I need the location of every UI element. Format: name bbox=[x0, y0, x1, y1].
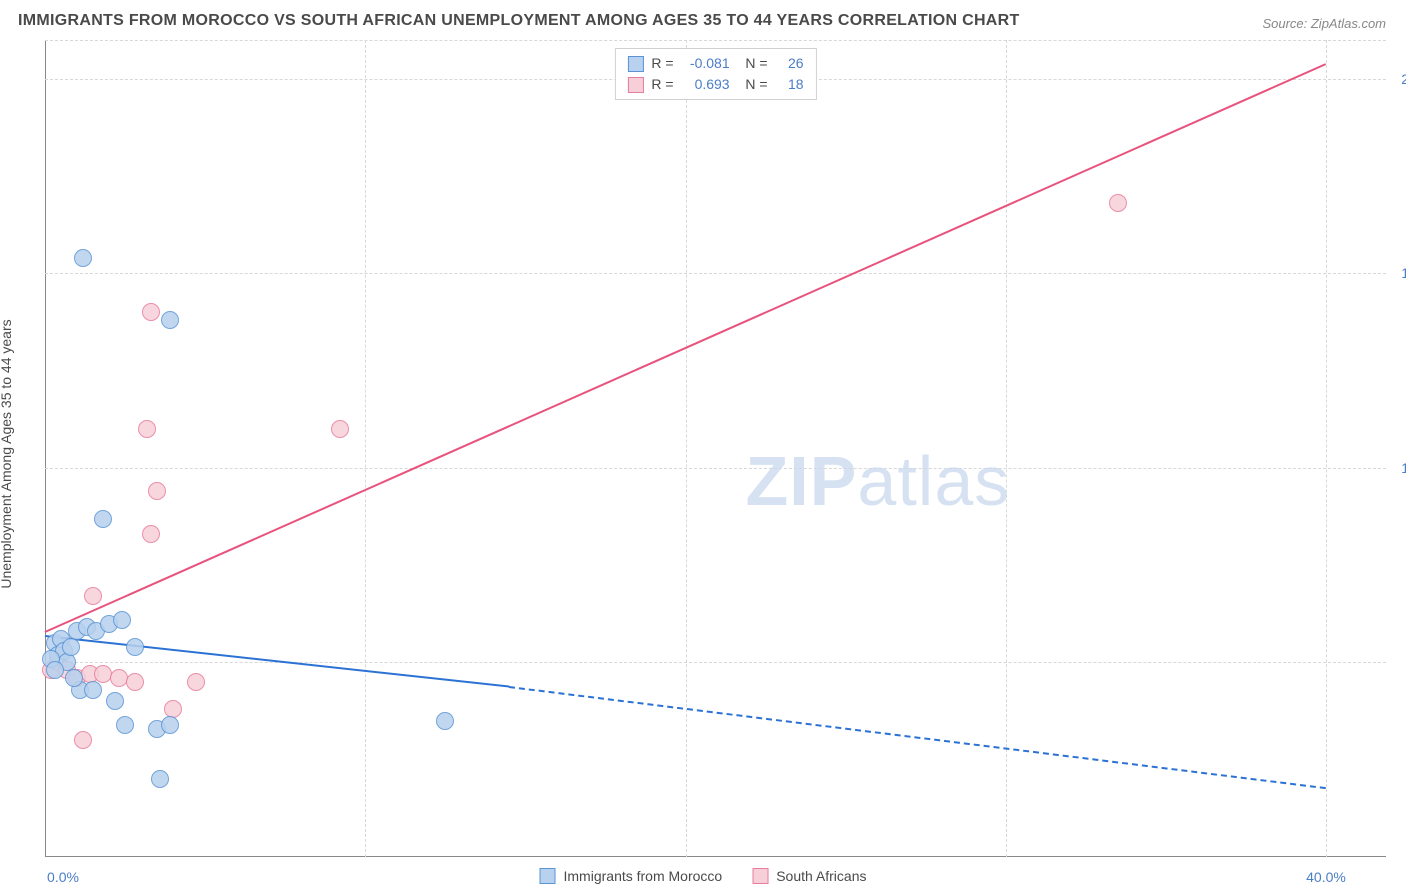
y-tick-label: 15.0% bbox=[1401, 265, 1406, 281]
data-point-blue bbox=[113, 611, 131, 629]
legend-r-label: R = bbox=[651, 53, 673, 74]
data-point-pink bbox=[142, 303, 160, 321]
data-point-blue bbox=[46, 661, 64, 679]
data-point-pink bbox=[148, 482, 166, 500]
data-point-blue bbox=[116, 716, 134, 734]
legend-n-value: 18 bbox=[776, 74, 804, 95]
x-tick-label: 40.0% bbox=[1306, 869, 1346, 885]
legend-swatch bbox=[752, 868, 768, 884]
grid-line-vertical bbox=[1006, 40, 1007, 857]
grid-line-horizontal bbox=[45, 40, 1386, 41]
data-point-blue bbox=[62, 638, 80, 656]
data-point-blue bbox=[161, 716, 179, 734]
correlation-legend-row: R = -0.081 N = 26 bbox=[627, 53, 803, 74]
data-point-pink bbox=[142, 525, 160, 543]
legend-item: Immigrants from Morocco bbox=[540, 868, 723, 884]
data-point-blue bbox=[65, 669, 83, 687]
legend-n-value: 26 bbox=[776, 53, 804, 74]
correlation-legend-row: R = 0.693 N = 18 bbox=[627, 74, 803, 95]
correlation-legend: R = -0.081 N = 26 R = 0.693 N = 18 bbox=[614, 48, 816, 100]
grid-line-horizontal bbox=[45, 468, 1386, 469]
data-point-pink bbox=[187, 673, 205, 691]
data-point-pink bbox=[138, 420, 156, 438]
legend-label: Immigrants from Morocco bbox=[564, 868, 723, 884]
data-point-blue bbox=[161, 311, 179, 329]
data-point-pink bbox=[74, 731, 92, 749]
legend-r-value: 0.693 bbox=[682, 74, 730, 95]
legend-swatch bbox=[627, 56, 643, 72]
watermark: ZIPatlas bbox=[746, 441, 1011, 521]
grid-line-vertical bbox=[1326, 40, 1327, 857]
legend-n-label: N = bbox=[738, 74, 768, 95]
legend-label: South Africans bbox=[776, 868, 866, 884]
data-point-pink bbox=[84, 587, 102, 605]
legend-item: South Africans bbox=[752, 868, 866, 884]
data-point-blue bbox=[94, 510, 112, 528]
data-point-pink bbox=[1109, 194, 1127, 212]
data-point-pink bbox=[331, 420, 349, 438]
y-tick-label: 10.0% bbox=[1401, 460, 1406, 476]
data-point-blue bbox=[126, 638, 144, 656]
data-point-blue bbox=[74, 249, 92, 267]
grid-line-vertical bbox=[686, 40, 687, 857]
y-tick-label: 20.0% bbox=[1401, 71, 1406, 87]
series-legend: Immigrants from Morocco South Africans bbox=[540, 868, 867, 884]
data-point-blue bbox=[151, 770, 169, 788]
y-axis-line bbox=[45, 40, 46, 857]
data-point-blue bbox=[84, 681, 102, 699]
source-attribution: Source: ZipAtlas.com bbox=[1262, 16, 1386, 31]
legend-swatch bbox=[627, 77, 643, 93]
x-axis-line bbox=[45, 856, 1386, 857]
y-axis-label: Unemployment Among Ages 35 to 44 years bbox=[0, 319, 14, 588]
trend-line-dashed bbox=[509, 686, 1326, 789]
chart-title: IMMIGRANTS FROM MOROCCO VS SOUTH AFRICAN… bbox=[18, 12, 1020, 30]
grid-line-horizontal bbox=[45, 662, 1386, 663]
data-point-pink bbox=[126, 673, 144, 691]
data-point-pink bbox=[110, 669, 128, 687]
x-tick-label: 0.0% bbox=[47, 869, 79, 885]
grid-line-horizontal bbox=[45, 273, 1386, 274]
data-point-blue bbox=[106, 692, 124, 710]
legend-swatch bbox=[540, 868, 556, 884]
legend-r-value: -0.081 bbox=[682, 53, 730, 74]
chart-container: 5.0%10.0%15.0%20.0%0.0%40.0%ZIPatlasR =-… bbox=[45, 40, 1386, 857]
data-point-blue bbox=[436, 712, 454, 730]
grid-line-vertical bbox=[365, 40, 366, 857]
legend-r-label: R = bbox=[651, 74, 673, 95]
legend-n-label: N = bbox=[738, 53, 768, 74]
plot-area: 5.0%10.0%15.0%20.0%0.0%40.0%ZIPatlasR =-… bbox=[45, 40, 1386, 857]
